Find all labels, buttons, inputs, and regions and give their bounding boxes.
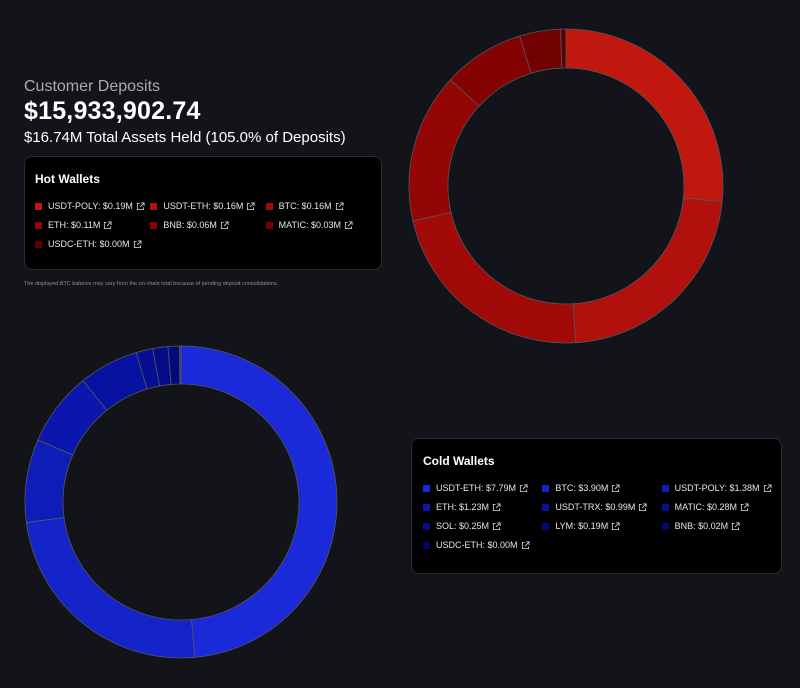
legend-item-eth[interactable]: ETH: $1.23M [423,502,542,512]
external-link-icon[interactable] [133,239,142,249]
external-link-icon[interactable] [638,502,647,512]
legend-label: SOL: $0.25M [436,521,490,531]
cold-wallets-title: Cold Wallets [423,454,495,468]
legend-label: USDC-ETH: $0.00M [48,239,130,249]
external-link-icon[interactable] [763,483,772,493]
external-link-icon[interactable] [740,502,749,512]
legend-label: USDT-TRX: $0.99M [555,502,636,512]
cold-wallets-donut [24,345,338,659]
legend-label: USDT-ETH: $0.16M [163,201,244,211]
external-link-icon[interactable] [611,521,620,531]
legend-label: MATIC: $0.03M [278,220,342,230]
donut-segment-eth[interactable] [408,79,480,222]
legend-label: BNB: $0.06M [163,220,217,230]
legend-item-btc[interactable]: BTC: $0.16M [265,201,381,211]
hot-wallets-card: Hot Wallets USDT-POLY: $0.19M USDT-ETH: $… [24,156,382,270]
external-link-icon[interactable] [492,502,501,512]
donut-segment-usdt-eth[interactable] [180,345,338,658]
deposits-header: Customer Deposits $15,933,902.74 $16.74M… [24,78,346,146]
legend-swatch [423,503,430,511]
legend-item-usdc-eth[interactable]: USDC-ETH: $0.00M [35,239,150,249]
external-link-icon[interactable] [246,201,255,211]
donut-segment-usdt-poly[interactable] [565,28,724,203]
donut-segment-btc[interactable] [25,517,196,659]
legend-item-usdt-poly[interactable]: USDT-POLY: $0.19M [35,201,150,211]
legend-item-usdc-eth[interactable]: USDC-ETH: $0.00M [423,540,542,550]
legend-item-btc[interactable]: BTC: $3.90M [542,483,661,493]
legend-swatch [423,484,430,492]
legend-swatch [661,503,669,511]
cold-wallets-card: Cold Wallets USDT-ETH: $7.79M BTC: $3.90M… [411,438,782,574]
legend-label: USDC-ETH: $0.00M [436,540,518,550]
legend-item-lym[interactable]: LYM: $0.19M [542,521,661,531]
legend-item-usdt-trx[interactable]: USDT-TRX: $0.99M [542,502,661,512]
total-assets: $16.74M Total Assets Held (105.0% of Dep… [24,129,346,146]
cold-wallets-legend: USDT-ETH: $7.79M BTC: $3.90M USDT-POLY: $1… [423,483,781,550]
legend-swatch [661,522,669,530]
btc-balance-note: The displayed BTC balance may vary from … [24,281,279,287]
legend-swatch [265,221,273,229]
legend-label: USDT-ETH: $7.79M [436,483,517,493]
external-link-icon[interactable] [344,220,353,230]
hot-wallets-donut [408,28,724,344]
legend-label: LYM: $0.19M [555,521,609,531]
legend-swatch [423,522,430,530]
legend-swatch [35,221,42,229]
hot-wallets-title: Hot Wallets [35,172,100,186]
external-link-icon[interactable] [103,220,112,230]
legend-item-eth[interactable]: ETH: $0.11M [35,220,150,230]
legend-label: ETH: $1.23M [436,502,490,512]
legend-swatch [150,202,158,210]
legend-item-bnb[interactable]: BNB: $0.06M [150,220,265,230]
external-link-icon[interactable] [492,521,501,531]
external-link-icon[interactable] [136,201,145,211]
donut-segment-usdc-eth[interactable] [560,28,567,69]
external-link-icon[interactable] [611,483,620,493]
deposits-total: $15,933,902.74 [24,97,201,125]
external-link-icon[interactable] [335,201,344,211]
legend-item-usdt-poly[interactable]: USDT-POLY: $1.38M [661,483,781,493]
legend-swatch [150,221,158,229]
legend-swatch [423,541,430,549]
donut-segment-usdt-eth[interactable] [572,197,723,344]
hot-wallets-legend: USDT-POLY: $0.19M USDT-ETH: $0.16M BTC: $0… [35,201,381,249]
donut-segment-btc[interactable] [412,211,577,344]
legend-item-matic[interactable]: MATIC: $0.28M [661,502,781,512]
legend-label: BTC: $0.16M [278,201,332,211]
legend-label: MATIC: $0.28M [674,502,738,512]
legend-swatch [35,240,42,248]
legend-item-sol[interactable]: SOL: $0.25M [423,521,542,531]
external-link-icon[interactable] [220,220,229,230]
legend-label: USDT-POLY: $0.19M [48,201,133,211]
legend-label: USDT-POLY: $1.38M [674,483,760,493]
legend-label: BTC: $3.90M [555,483,609,493]
legend-item-bnb[interactable]: BNB: $0.02M [661,521,781,531]
legend-item-matic[interactable]: MATIC: $0.03M [265,220,381,230]
legend-swatch [661,484,669,492]
legend-label: BNB: $0.02M [674,521,729,531]
deposits-subtitle: Customer Deposits [24,78,161,95]
legend-item-usdt-eth[interactable]: USDT-ETH: $0.16M [150,201,265,211]
legend-label: ETH: $0.11M [48,220,101,230]
external-link-icon[interactable] [521,540,530,550]
legend-item-usdt-eth[interactable]: USDT-ETH: $7.79M [423,483,542,493]
legend-swatch [35,202,42,210]
external-link-icon[interactable] [519,483,528,493]
legend-swatch [542,484,550,492]
legend-swatch [265,202,273,210]
legend-swatch [542,503,550,511]
external-link-icon[interactable] [731,521,740,531]
legend-swatch [542,522,550,530]
